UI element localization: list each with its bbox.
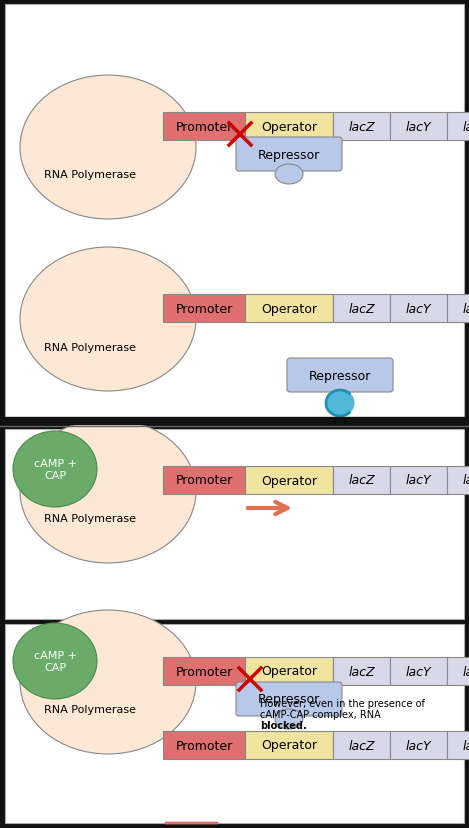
Text: RNA Polymerase: RNA Polymerase [44, 704, 136, 714]
FancyBboxPatch shape [245, 657, 333, 686]
Text: lacZ: lacZ [348, 302, 375, 315]
FancyBboxPatch shape [163, 657, 245, 686]
FancyBboxPatch shape [245, 466, 333, 494]
FancyBboxPatch shape [163, 466, 245, 494]
Text: Promoter: Promoter [175, 302, 233, 315]
Text: Operator: Operator [261, 120, 317, 133]
Text: lacA: lacA [462, 474, 469, 487]
Ellipse shape [20, 610, 196, 754]
FancyBboxPatch shape [390, 731, 447, 759]
FancyBboxPatch shape [236, 137, 342, 171]
FancyBboxPatch shape [333, 657, 390, 686]
Ellipse shape [20, 248, 196, 392]
Text: lacY: lacY [406, 474, 431, 487]
Text: cAMP +
CAP: cAMP + CAP [33, 651, 76, 672]
FancyBboxPatch shape [236, 682, 342, 716]
Ellipse shape [13, 431, 97, 508]
Text: Operator: Operator [261, 739, 317, 752]
FancyBboxPatch shape [163, 295, 245, 323]
FancyBboxPatch shape [163, 731, 245, 759]
FancyBboxPatch shape [5, 624, 464, 823]
Text: Promoter: Promoter [175, 739, 233, 752]
Ellipse shape [20, 76, 196, 219]
FancyBboxPatch shape [447, 295, 469, 323]
Text: lacY: lacY [406, 739, 431, 752]
Ellipse shape [275, 165, 303, 185]
FancyBboxPatch shape [390, 657, 447, 686]
FancyBboxPatch shape [447, 731, 469, 759]
Ellipse shape [13, 623, 97, 699]
Text: Operator: Operator [261, 665, 317, 677]
FancyBboxPatch shape [390, 466, 447, 494]
Text: Repressor: Repressor [258, 693, 320, 705]
Text: blocked.: blocked. [260, 720, 307, 730]
Text: lacZ: lacZ [348, 739, 375, 752]
FancyBboxPatch shape [390, 295, 447, 323]
FancyBboxPatch shape [333, 466, 390, 494]
Text: Repressor: Repressor [309, 369, 371, 382]
Text: lacA: lacA [462, 302, 469, 315]
Text: Operator: Operator [261, 302, 317, 315]
Text: lacY: lacY [406, 120, 431, 133]
Text: However, even in the presence of: However, even in the presence of [260, 698, 425, 708]
Text: lacZ: lacZ [348, 665, 375, 677]
FancyBboxPatch shape [245, 731, 333, 759]
Text: lacZ: lacZ [348, 474, 375, 487]
Ellipse shape [20, 420, 196, 563]
Text: Repressor: Repressor [258, 148, 320, 161]
Text: Promoter: Promoter [175, 665, 233, 677]
Ellipse shape [326, 391, 354, 416]
Text: lacA: lacA [462, 120, 469, 133]
FancyBboxPatch shape [390, 113, 447, 141]
FancyBboxPatch shape [447, 466, 469, 494]
Text: lacY: lacY [406, 302, 431, 315]
FancyBboxPatch shape [5, 5, 464, 420]
Text: lacA: lacA [462, 739, 469, 752]
FancyBboxPatch shape [333, 731, 390, 759]
FancyBboxPatch shape [245, 113, 333, 141]
FancyBboxPatch shape [333, 113, 390, 141]
Text: RNA Polymerase: RNA Polymerase [44, 170, 136, 180]
Text: RNA Polymerase: RNA Polymerase [44, 343, 136, 353]
FancyBboxPatch shape [287, 359, 393, 392]
FancyBboxPatch shape [245, 295, 333, 323]
Text: lacY: lacY [406, 665, 431, 677]
FancyBboxPatch shape [447, 657, 469, 686]
FancyBboxPatch shape [5, 430, 464, 619]
Text: lacZ: lacZ [348, 120, 375, 133]
Text: Promoter: Promoter [175, 120, 233, 133]
Text: Promoter: Promoter [175, 474, 233, 487]
Text: RNA Polymerase: RNA Polymerase [44, 513, 136, 523]
FancyBboxPatch shape [163, 113, 245, 141]
FancyBboxPatch shape [447, 113, 469, 141]
Text: lacA: lacA [462, 665, 469, 677]
Text: cAMP-CAP complex, RNA: cAMP-CAP complex, RNA [260, 709, 381, 720]
Text: Operator: Operator [261, 474, 317, 487]
Ellipse shape [275, 709, 303, 729]
Text: cAMP +
CAP: cAMP + CAP [33, 459, 76, 480]
FancyBboxPatch shape [333, 295, 390, 323]
